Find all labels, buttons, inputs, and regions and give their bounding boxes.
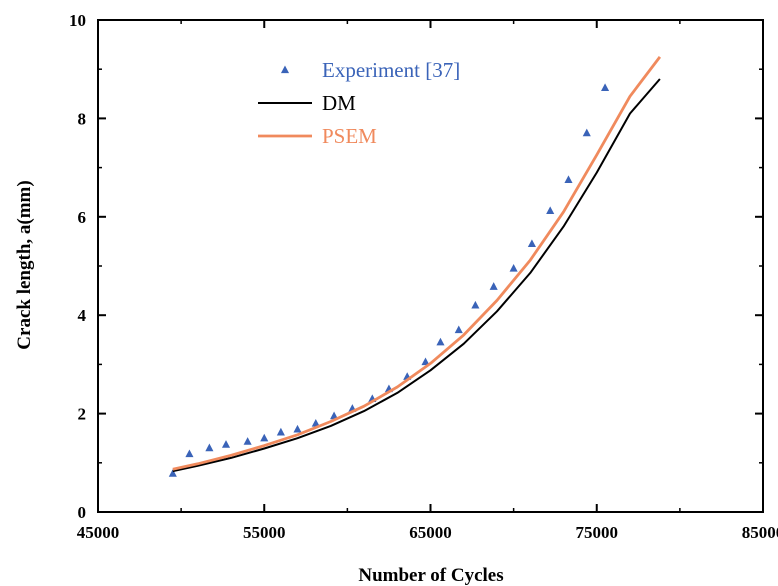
data-point-triangle [601, 83, 610, 92]
x-tick-label: 75000 [576, 523, 619, 542]
series-line-psem [172, 56, 662, 471]
data-point-triangle [205, 443, 214, 452]
data-point-triangle [311, 418, 320, 427]
data-point-triangle [436, 337, 445, 346]
plot-frame [97, 19, 764, 513]
y-tick-label: 2 [78, 405, 87, 424]
y-tick-label: 0 [78, 503, 87, 522]
x-tick-label: 55000 [243, 523, 286, 542]
data-point-triangle [243, 437, 252, 445]
y-axis-title: Crack length, a(mm) [14, 180, 35, 349]
data-point-triangle [330, 411, 339, 420]
data-point-triangle [471, 300, 480, 309]
data-point-triangle [509, 263, 518, 272]
y-tick-label: 10 [69, 11, 86, 30]
x-tick-label: 65000 [409, 523, 452, 542]
data-point-triangle [564, 175, 573, 184]
data-point-triangle [293, 424, 302, 433]
x-tick-label: 45000 [77, 523, 120, 542]
data-point-triangle [221, 440, 231, 448]
data-point-triangle [489, 282, 498, 290]
series-group [168, 56, 662, 477]
plot-area [97, 19, 764, 513]
y-tick-label: 6 [78, 208, 87, 227]
data-point-triangle [421, 357, 430, 366]
data-point-triangle [546, 206, 555, 215]
y-tick-label: 8 [78, 109, 87, 128]
data-point-triangle [276, 427, 285, 436]
data-point-triangle [185, 449, 194, 458]
y-tick-label: 4 [78, 306, 87, 325]
legend-label: DM [322, 91, 356, 115]
data-point-triangle [582, 128, 591, 137]
legend-marker-triangle [280, 65, 290, 74]
data-point-triangle [260, 433, 269, 442]
data-point-triangle [454, 325, 463, 334]
series-line-dm [172, 78, 661, 473]
data-point-triangle [527, 239, 536, 248]
data-point-triangle [168, 469, 177, 477]
x-axis-title: Number of Cycles [358, 565, 503, 586]
legend-label: PSEM [322, 124, 377, 148]
legend-label: Experiment [37] [322, 58, 460, 82]
legend: Experiment [37] DM PSEM [258, 58, 460, 148]
